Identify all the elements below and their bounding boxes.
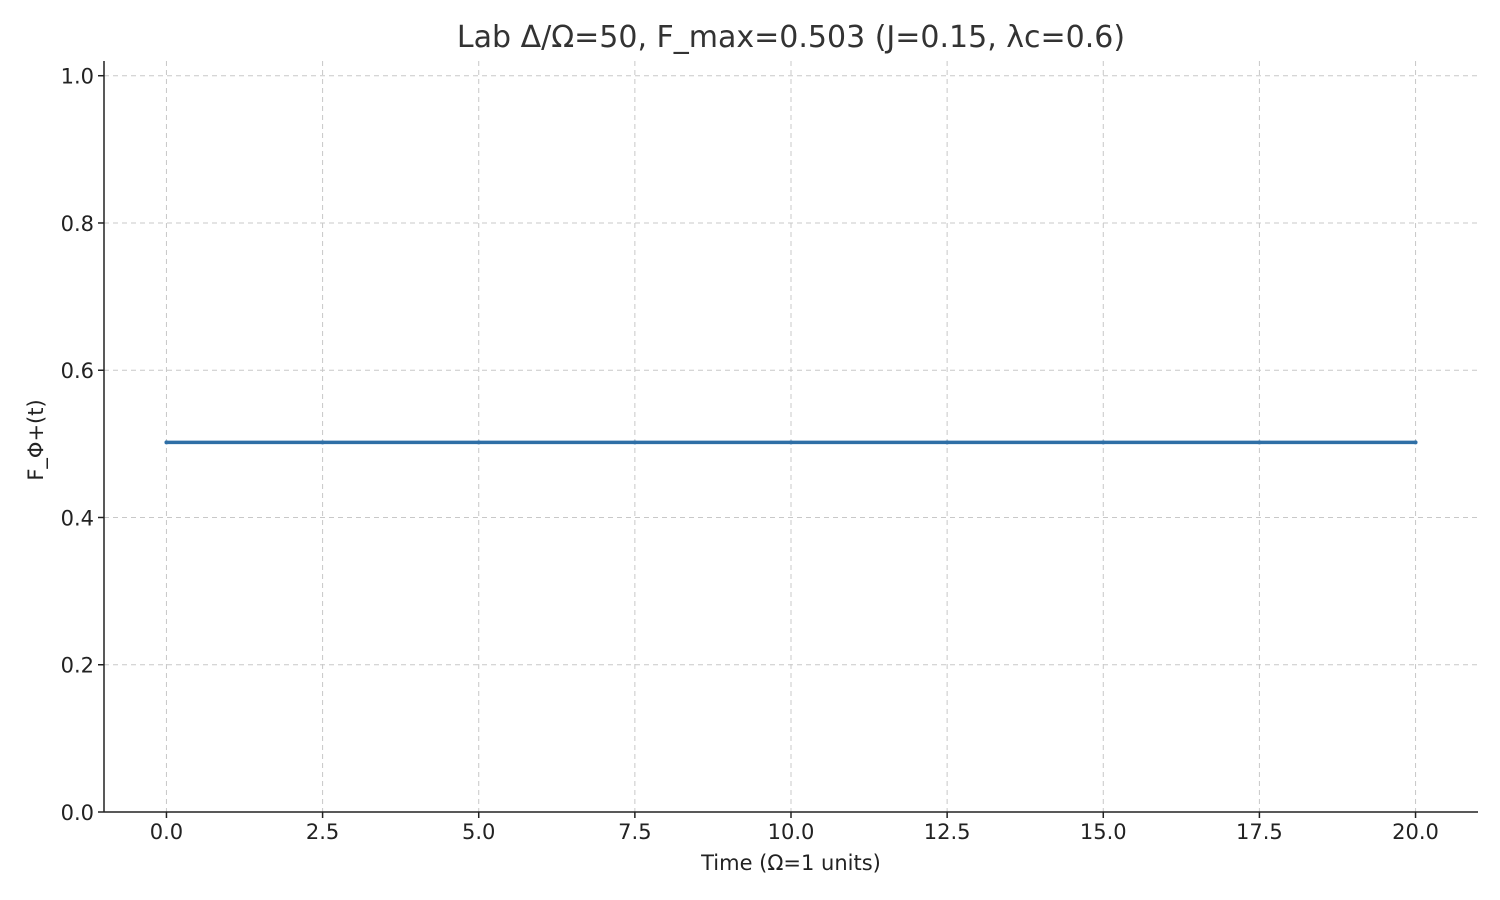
y-tick-label: 0.2 xyxy=(61,654,94,678)
x-tick-label: 5.0 xyxy=(462,820,495,844)
x-tick-label: 0.0 xyxy=(150,820,183,844)
series-layer xyxy=(164,440,1418,445)
x-axis-label: Time (Ω=1 units) xyxy=(700,851,881,875)
x-tick-label: 20.0 xyxy=(1392,820,1439,844)
y-tick-label: 0.4 xyxy=(61,506,94,530)
x-tick-label: 17.5 xyxy=(1236,820,1283,844)
data-point xyxy=(632,440,637,445)
data-point xyxy=(320,440,325,445)
grid xyxy=(104,61,1478,813)
data-point xyxy=(945,440,950,445)
x-tick-label: 10.0 xyxy=(768,820,815,844)
x-tick-label: 2.5 xyxy=(306,820,339,844)
data-point xyxy=(1101,440,1106,445)
x-tick-label: 7.5 xyxy=(618,820,651,844)
data-point xyxy=(476,440,481,445)
y-tick-label: 1.0 xyxy=(61,65,94,89)
x-tick-label: 12.5 xyxy=(924,820,971,844)
y-axis-label: F_Φ+(t) xyxy=(24,399,49,480)
data-point xyxy=(789,440,793,445)
ticks: 0.0 2.5 5.0 7.5 10.0 12.5 15.0 17.5 20.0 0.0 0.2 0.… xyxy=(61,65,1439,844)
data-point xyxy=(164,440,169,445)
y-tick-label: 0.6 xyxy=(61,359,94,383)
data-point xyxy=(1257,440,1262,445)
y-tick-label: 0.0 xyxy=(61,801,94,825)
x-tick-label: 15.0 xyxy=(1080,820,1127,844)
data-point xyxy=(1413,440,1418,445)
y-tick-label: 0.8 xyxy=(61,212,94,236)
chart-title: Lab Δ/Ω=50, F_max=0.503 (J=0.15, λc=0.6) xyxy=(457,20,1125,55)
